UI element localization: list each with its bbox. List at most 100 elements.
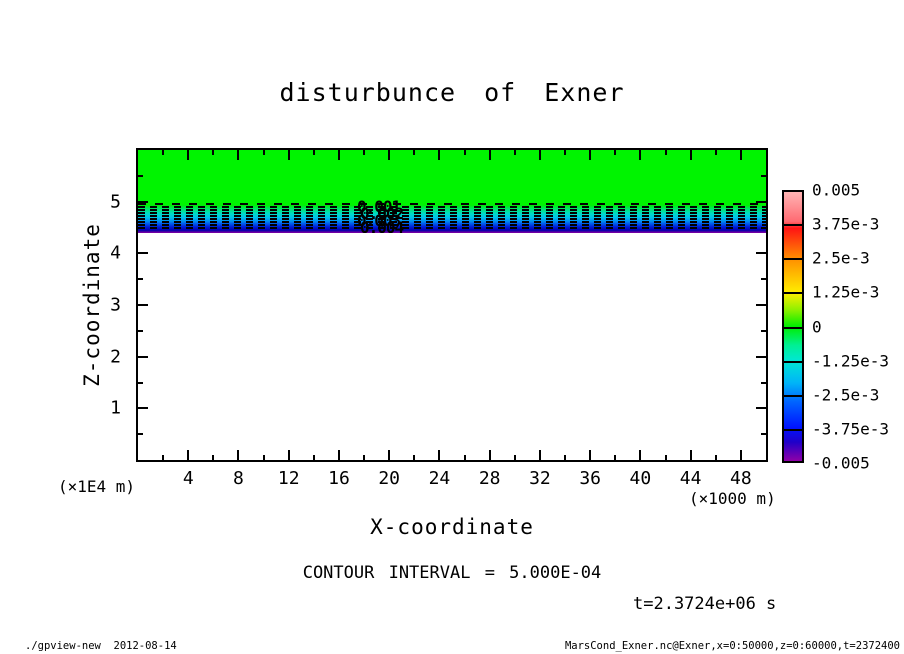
tick-mark (138, 252, 148, 255)
tick-mark (138, 226, 143, 229)
colorbar-separator (784, 224, 802, 226)
tick-mark (312, 150, 315, 155)
contour-line (138, 212, 766, 214)
tick-mark (138, 433, 143, 436)
tick-mark (639, 450, 642, 460)
tick-mark (212, 455, 215, 460)
x-tick-label: 32 (529, 468, 551, 489)
tick-mark (138, 381, 143, 384)
tick-mark (262, 150, 265, 155)
y-tick-label: 5 (110, 191, 121, 213)
tick-mark (413, 150, 416, 155)
y-tick-label: 3 (110, 294, 121, 316)
tick-mark (237, 450, 240, 460)
colorbar-label: -0.005 (812, 453, 870, 473)
x-tick-label: 12 (277, 468, 300, 489)
tick-mark (714, 455, 717, 460)
tick-mark (761, 174, 766, 177)
plot-area: 0.001 0.002 0.003 0.004 (136, 148, 768, 462)
tick-mark (138, 329, 143, 332)
contour-line (138, 206, 766, 208)
tick-mark (689, 150, 692, 160)
tick-mark (761, 433, 766, 436)
contour-line (138, 203, 766, 205)
x-tick-label: 8 (233, 468, 244, 489)
colorbar-separator (784, 258, 802, 260)
tick-mark (739, 450, 742, 460)
tick-mark (162, 455, 165, 460)
x-tick-label: 24 (428, 468, 451, 489)
colorbar-label: 0.005 (812, 180, 861, 200)
tick-mark (312, 455, 315, 460)
colorbar-separator (784, 327, 802, 329)
tick-mark (363, 150, 366, 155)
colorbar-label: 2.5e-3 (812, 248, 870, 268)
x-tick-label: 16 (328, 468, 350, 489)
tick-mark (463, 455, 466, 460)
tick-mark (262, 455, 265, 460)
tick-mark (237, 150, 240, 160)
tick-mark (756, 304, 766, 306)
x-tick-label: 28 (478, 468, 501, 489)
tick-mark (138, 304, 148, 306)
x-tick-label: 48 (730, 468, 752, 489)
tick-mark (438, 150, 441, 160)
colorbar-label: -3.75e-3 (812, 419, 890, 439)
tick-mark (138, 278, 143, 281)
tick-mark (664, 150, 667, 155)
colorbar-label: 1.25e-3 (812, 282, 880, 302)
colorbar-separator (784, 361, 802, 363)
x-axis-label: X-coordinate (370, 515, 534, 539)
tick-mark (564, 150, 567, 155)
contour-line (138, 227, 766, 229)
tick-mark (488, 450, 491, 460)
colorbar-label: -1.25e-3 (812, 351, 890, 371)
tick-mark (138, 355, 148, 358)
tick-mark (538, 150, 541, 160)
tick-mark (589, 450, 592, 460)
tick-mark (337, 450, 340, 460)
tick-mark (438, 450, 441, 460)
tick-mark (564, 455, 567, 460)
colorbar-separator (784, 395, 802, 397)
tick-mark (538, 450, 541, 460)
tick-mark (664, 455, 667, 460)
x-tick-label: 44 (679, 468, 702, 489)
x-tick-label: 20 (378, 468, 401, 489)
tick-mark (287, 150, 290, 160)
tick-mark (639, 150, 642, 160)
tick-mark (589, 150, 592, 160)
tick-mark (187, 150, 190, 160)
y-tick-label: 1 (110, 397, 121, 419)
x-tick-label: 36 (579, 468, 601, 489)
tick-mark (756, 407, 766, 410)
tick-mark (363, 455, 366, 460)
tick-mark (162, 150, 165, 155)
contour-label: 0.003 (357, 211, 401, 230)
tick-mark (761, 381, 766, 384)
contour-label: 0.004 (360, 218, 404, 237)
tick-mark (513, 455, 516, 460)
colorbar-label: 3.75e-3 (812, 214, 880, 234)
x-tick-label: 4 (182, 468, 194, 489)
y-tick-label: 4 (110, 242, 121, 264)
y-tick-label: 2 (110, 346, 121, 368)
tick-mark (756, 200, 766, 203)
tick-mark (488, 150, 491, 160)
tick-mark (212, 150, 215, 155)
tick-mark (689, 450, 692, 460)
tick-mark (287, 450, 290, 460)
tick-mark (138, 407, 148, 410)
tick-mark (138, 174, 143, 177)
tick-mark (761, 226, 766, 229)
tick-mark (756, 355, 766, 358)
tick-mark (614, 455, 617, 460)
y-unit-label: (×1E4 m) (57, 477, 135, 496)
x-unit-label: (×1000 m) (689, 489, 776, 508)
footer-data-source: MarsCond_Exner.nc@Exner,x=0:50000,z=0:60… (564, 640, 900, 652)
contour-line (138, 209, 766, 211)
x-tick-label: 40 (629, 468, 652, 489)
colorbar-label: -2.5e-3 (812, 385, 880, 405)
contour-line (138, 221, 766, 223)
